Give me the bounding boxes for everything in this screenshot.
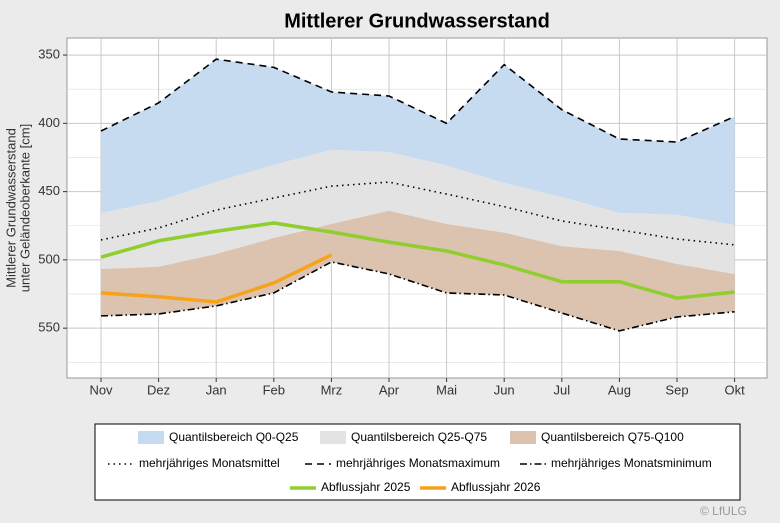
x-tick-label: Jun [494, 382, 515, 397]
legend-box [94, 423, 741, 501]
y-tick-label: 550 [38, 320, 60, 335]
series-line [100, 253, 333, 304]
y-tick-label: 350 [38, 47, 60, 62]
y-tick-label: 450 [38, 183, 60, 198]
x-tick-label: Sep [665, 382, 688, 397]
x-tick-label: Apr [379, 382, 400, 397]
series-line [100, 221, 735, 300]
chart-title: Mittlerer Grundwasserstand [284, 10, 550, 32]
legend-label: Abflussjahr 2025 [321, 480, 411, 494]
legend-label: mehrjähriges Monatsmittel [139, 456, 280, 470]
legend-label: Quantilsbereich Q25-Q75 [351, 430, 487, 444]
x-tick-label: Aug [608, 382, 631, 397]
quantile-band [101, 59, 735, 226]
series-line [100, 261, 735, 332]
x-tick-label: Dez [147, 382, 170, 397]
y-axis-label: Mittlerer Grundwasserstand [3, 128, 18, 288]
legend-swatch [510, 431, 536, 444]
series-line [100, 181, 735, 246]
x-tick-label: Okt [724, 382, 745, 397]
y-tick-label: 400 [38, 115, 60, 130]
legend-label: Quantilsbereich Q75-Q100 [541, 430, 684, 444]
x-tick-label: Jan [206, 382, 227, 397]
credit: © LfULG [700, 504, 747, 518]
x-tick-label: Mrz [321, 382, 343, 397]
quantile-band [101, 149, 735, 274]
x-tick-label: Jul [553, 382, 570, 397]
x-tick-label: Mai [436, 382, 457, 397]
legend-label: mehrjähriges Monatsmaximum [336, 456, 500, 470]
legend-swatch [320, 431, 346, 444]
legend: Quantilsbereich Q0-Q25 Quantilsbereich Q2… [94, 423, 741, 501]
legend-label: Quantilsbereich Q0-Q25 [169, 430, 299, 444]
legend-label: Abflussjahr 2026 [451, 480, 541, 494]
legend-label: mehrjähriges Monatsminimum [551, 456, 712, 470]
x-tick-label: Feb [263, 382, 285, 397]
x-tick-label: Nov [89, 382, 113, 397]
quantile-band [101, 210, 735, 331]
y-tick-label: 500 [38, 251, 60, 266]
legend-swatch [138, 431, 164, 444]
series-line [100, 58, 735, 143]
y-axis-label: unter Geländeoberkante [cm] [17, 124, 32, 292]
